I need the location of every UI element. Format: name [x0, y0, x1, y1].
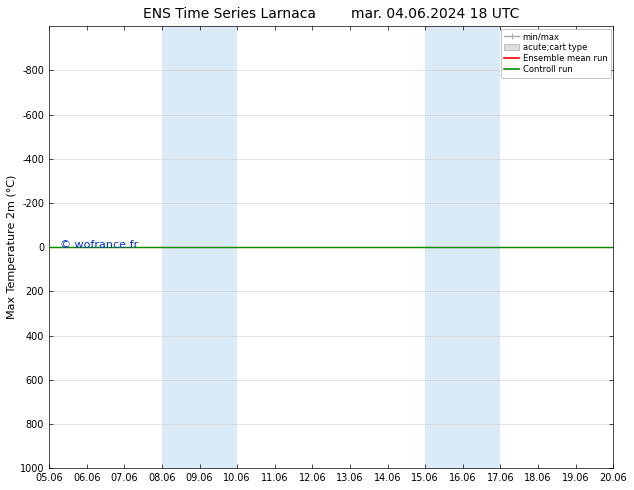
Bar: [463, 26, 500, 468]
Title: ENS Time Series Larnaca        mar. 04.06.2024 18 UTC: ENS Time Series Larnaca mar. 04.06.2024 …: [143, 7, 519, 21]
Text: © wofrance.fr: © wofrance.fr: [60, 240, 139, 250]
Bar: [200, 26, 237, 468]
Bar: [162, 26, 200, 468]
Y-axis label: Max Temperature 2m (°C): Max Temperature 2m (°C): [7, 175, 17, 319]
Bar: [425, 26, 463, 468]
Legend: min/max, acute;cart type, Ensemble mean run, Controll run: min/max, acute;cart type, Ensemble mean …: [501, 29, 611, 78]
